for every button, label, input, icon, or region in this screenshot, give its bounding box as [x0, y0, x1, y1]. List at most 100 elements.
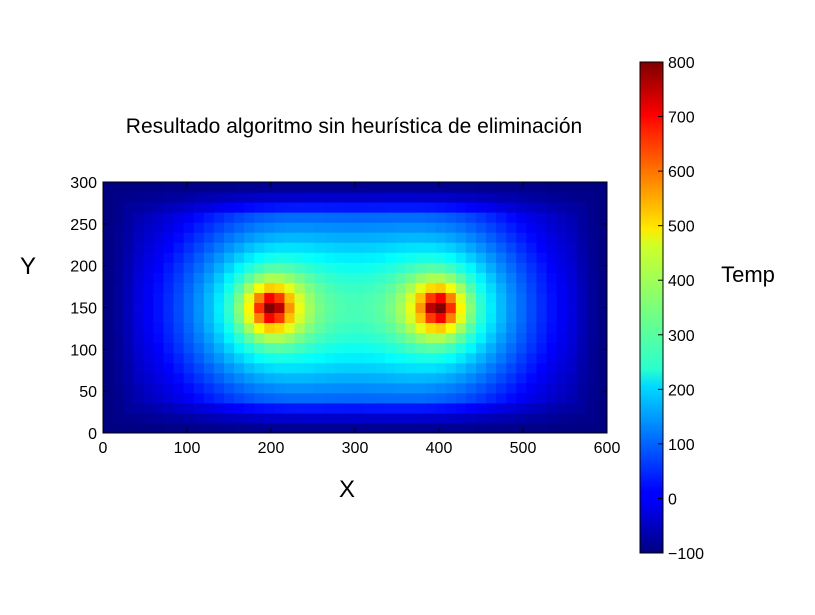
heatmap-cell — [475, 322, 487, 334]
heatmap-cell — [455, 302, 467, 314]
heatmap-cell — [566, 372, 578, 384]
heatmap-cell — [324, 242, 336, 253]
heatmap-cell — [244, 332, 255, 344]
heatmap-cell — [516, 322, 527, 334]
heatmap-cell — [566, 362, 578, 374]
heatmap-cell — [465, 372, 477, 384]
heatmap-cell — [455, 342, 467, 354]
heatmap-cell — [223, 292, 235, 303]
heatmap-cell — [113, 222, 124, 233]
heatmap-cell — [344, 262, 356, 273]
heatmap-cell — [395, 352, 406, 364]
heatmap-cell — [395, 222, 406, 233]
heatmap-cell — [143, 302, 154, 314]
heatmap-cell — [475, 312, 487, 324]
heatmap-cell — [193, 252, 205, 263]
heatmap-cell — [475, 352, 487, 364]
heatmap-cell — [344, 312, 356, 324]
heatmap-cell — [516, 242, 527, 253]
heatmap-cell — [123, 272, 134, 283]
heatmap-cell — [385, 182, 396, 193]
heatmap-cell — [395, 322, 406, 334]
heatmap-cell — [455, 272, 467, 283]
heatmap-cell — [304, 242, 316, 253]
heatmap-cell — [556, 312, 568, 324]
heatmap-cell — [486, 292, 497, 303]
heatmap-cell — [435, 292, 447, 303]
heatmap-cell — [365, 232, 376, 243]
heatmap-cell — [445, 192, 457, 203]
heatmap-cell — [163, 332, 175, 344]
heatmap-cell — [536, 382, 548, 394]
heatmap-cell — [516, 352, 527, 364]
heatmap-cell — [435, 202, 447, 213]
heatmap-cell — [516, 282, 527, 293]
heatmap-cell — [294, 272, 306, 283]
heatmap-cell — [526, 342, 537, 354]
heatmap-cell — [183, 302, 195, 314]
heatmap-cell — [425, 342, 437, 354]
heatmap-cell — [304, 292, 316, 303]
heatmap-cell — [113, 382, 124, 394]
heatmap-cell — [496, 352, 507, 364]
heatmap-cell — [254, 192, 265, 203]
heatmap-cell — [294, 202, 306, 213]
heatmap-cell — [415, 252, 427, 263]
heatmap-cell — [183, 222, 195, 233]
heatmap-cell — [264, 282, 275, 293]
heatmap-cell — [526, 382, 537, 394]
heatmap-cell — [435, 312, 447, 324]
heatmap-cell — [355, 252, 366, 263]
heatmap-cell — [143, 292, 154, 303]
heatmap-cell — [304, 262, 316, 273]
heatmap-cell — [234, 182, 245, 193]
heatmap-cell — [405, 352, 416, 364]
heatmap-cell — [334, 232, 346, 243]
heatmap-cell — [274, 202, 285, 213]
heatmap-cell — [113, 262, 124, 273]
heatmap-cell — [496, 222, 507, 233]
heatmap-cell — [435, 272, 447, 283]
heatmap-cell — [566, 202, 578, 213]
heatmap-cell — [586, 202, 598, 213]
heatmap-cell — [244, 242, 255, 253]
heatmap-cell — [173, 422, 185, 434]
heatmap-cell — [496, 402, 507, 414]
heatmap-cell — [123, 242, 134, 253]
heatmap-cell — [173, 402, 185, 414]
heatmap-cell — [123, 332, 134, 344]
heatmap-cell — [294, 232, 306, 243]
y-tick-label: 0 — [88, 426, 97, 443]
heatmap-cell — [496, 362, 507, 374]
heatmap-cell — [274, 232, 285, 243]
heatmap-cell — [284, 342, 296, 354]
heatmap-cell — [244, 262, 255, 273]
heatmap-cell — [153, 382, 164, 394]
heatmap-cell — [586, 232, 598, 243]
heatmap-cell — [103, 242, 114, 253]
heatmap-cell — [163, 402, 175, 414]
heatmap-cell — [526, 222, 537, 233]
heatmap-cell — [193, 402, 205, 414]
heatmap-cell — [435, 222, 447, 233]
heatmap-cell — [425, 222, 437, 233]
heatmap-cell — [133, 342, 144, 354]
colorbar-tick-label: 0 — [668, 491, 677, 508]
heatmap-cell — [234, 342, 245, 354]
heatmap-cell — [103, 312, 114, 324]
heatmap-cell — [314, 262, 326, 273]
heatmap-cell — [314, 282, 326, 293]
heatmap-cell — [223, 192, 235, 203]
heatmap-cell — [294, 362, 306, 374]
heatmap-cell — [234, 292, 245, 303]
heatmap-cell — [103, 382, 114, 394]
heatmap-cell — [123, 312, 134, 324]
heatmap-cell — [294, 252, 306, 263]
heatmap-cell — [324, 252, 336, 263]
heatmap-cell — [355, 332, 366, 344]
heatmap-cell — [475, 202, 487, 213]
heatmap-cell — [294, 222, 306, 233]
heatmap-cell — [355, 182, 366, 193]
heatmap-cell — [365, 412, 376, 424]
heatmap-cell — [435, 282, 447, 293]
